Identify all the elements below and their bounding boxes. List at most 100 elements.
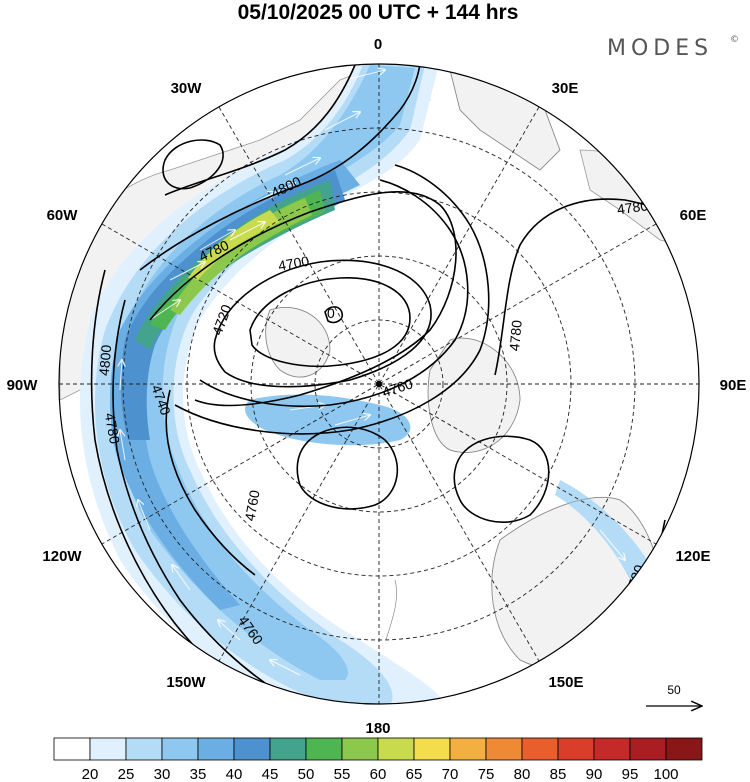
colorbar-tick-label: 30 (154, 766, 171, 782)
wind-vector (120, 430, 126, 461)
wind-vector (169, 262, 205, 281)
colorbar-swatch (449, 737, 487, 761)
colorbar-tick-label: 65 (406, 766, 423, 782)
map-disk: 4800 4780 4780 4700 4720 0 4740 4760 478… (59, 64, 699, 704)
colorbar-swatch (305, 737, 343, 761)
brand-copyright-mark: © (730, 35, 739, 45)
jet-band-south (245, 394, 411, 446)
colorbar-tick-label: 75 (478, 766, 495, 782)
contour-south-closed (296, 426, 399, 510)
colorbar-tick-label: 40 (226, 766, 243, 782)
wind-vector (334, 415, 370, 426)
colorbar-tick-label: 55 (334, 766, 351, 782)
colorbar-tick-label: 100 (653, 766, 678, 782)
lon-label-90w: 90W (7, 377, 39, 394)
contour-4780-west (112, 299, 276, 691)
colorbar-tick-label: 90 (586, 766, 603, 782)
wind-vector (599, 529, 625, 560)
colorbar-tick-label: 25 (118, 766, 135, 782)
contour-label: 0 (327, 305, 335, 321)
colorbar-tick-label: 70 (442, 766, 459, 782)
map-title: 05/10/2025 00 UTC + 144 hrs (238, 1, 519, 24)
wind-vector (218, 620, 241, 641)
lon-label-60e: 60E (680, 207, 707, 224)
wind-vector (149, 300, 180, 321)
colorbar-tick-label: 60 (370, 766, 387, 782)
contour-4740 (199, 179, 469, 408)
contour-inner-1 (149, 190, 457, 407)
brand-logo: MODES (607, 36, 713, 61)
reference-vector: 50 (646, 683, 702, 706)
colorbar-swatch (593, 737, 631, 761)
colorbar-tick-label: 45 (262, 766, 279, 782)
contour-north-closed (162, 139, 224, 190)
contour-label: 4760 (242, 489, 263, 523)
colorbar-swatch (341, 737, 379, 761)
coast-greenland (265, 307, 331, 378)
wind-vector (324, 112, 360, 131)
colorbar-swatch (557, 737, 595, 761)
wind-vector (138, 500, 151, 531)
wind-vector (199, 230, 235, 251)
lon-label-60w: 60W (47, 207, 79, 224)
lon-label-30e: 30E (552, 80, 579, 97)
contour-label: 4780 (102, 412, 123, 446)
colorbar: 20 25 30 35 40 45 50 55 60 65 70 75 80 85 90 95 100 (53, 737, 703, 782)
colorbar-tick-label: 35 (190, 766, 207, 782)
reference-vector-value: 50 (667, 683, 681, 697)
colorbar-swatch (377, 737, 415, 761)
colorbar-tick-label: 95 (622, 766, 639, 782)
colorbar-swatch (521, 737, 559, 761)
colorbar-swatch (629, 737, 667, 761)
longitude-labels: 0 30W 30E 60W 60E 90W 90E 120W 120E 150W… (7, 36, 747, 737)
colorbar-swatch (485, 737, 523, 761)
colorbar-tick-label: 20 (82, 766, 99, 782)
colorbar-swatch (161, 737, 199, 761)
lon-label-0: 0 (374, 36, 382, 53)
lon-label-90e: 90E (720, 377, 747, 394)
contour-label: 4700 (277, 253, 311, 274)
graticule (59, 64, 699, 704)
wind-vector (634, 599, 645, 635)
lon-label-120w: 120W (42, 548, 82, 565)
colorbar-tick-label: 50 (298, 766, 315, 782)
colorbar-swatch (665, 737, 703, 761)
colorbar-tick-label: 80 (514, 766, 531, 782)
jet-band-60 (170, 198, 312, 315)
colorbar-swatch (413, 737, 451, 761)
contour-4760-sw (165, 389, 256, 576)
contour-label: 4780 (616, 197, 649, 217)
contour-4760-center (174, 164, 490, 435)
contour-4700 (213, 259, 432, 388)
colorbar-swatch (233, 737, 271, 761)
lon-label-150w: 150W (166, 674, 206, 691)
colorbar-swatch (89, 737, 127, 761)
wind-vector (172, 565, 191, 591)
contour-4720 (249, 277, 411, 368)
wind-vector (120, 360, 122, 391)
wind-vector (229, 222, 265, 241)
lon-label-120e: 120E (675, 548, 710, 565)
coast-siberia (427, 337, 521, 453)
pole-marker (376, 381, 382, 387)
wind-vector (344, 70, 385, 81)
lon-label-150e: 150E (548, 674, 583, 691)
contour-4800-top (164, 64, 356, 196)
colorbar-swatch (197, 737, 235, 761)
colorbar-swatch (269, 737, 307, 761)
wind-vector (270, 660, 301, 676)
wind-vector (259, 183, 295, 201)
wind-vector (284, 158, 320, 176)
contour-low-0 (324, 306, 344, 324)
contour-label: 4780 (506, 319, 525, 352)
colorbar-swatch (125, 737, 163, 761)
colorbar-tick-label: 85 (550, 766, 567, 782)
lon-label-30w: 30W (171, 80, 203, 97)
jet-band-35 (113, 65, 415, 680)
coast-aleutian (385, 579, 397, 641)
contour-east-closed (453, 435, 550, 523)
map-boundary (58, 63, 700, 705)
lon-label-180: 180 (365, 720, 390, 737)
colorbar-swatch (53, 737, 91, 761)
